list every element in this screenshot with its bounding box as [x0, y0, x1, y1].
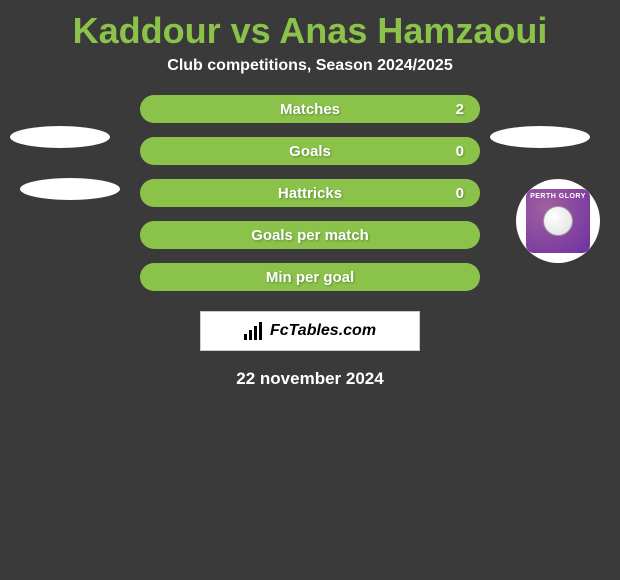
- page-title: Kaddour vs Anas Hamzaoui: [0, 0, 620, 57]
- stat-label: Matches: [280, 101, 340, 118]
- stat-value: 0: [456, 143, 464, 160]
- left-decoration-2: [20, 178, 120, 200]
- fctables-attribution[interactable]: FcTables.com: [200, 311, 420, 351]
- stat-label: Goals: [289, 143, 331, 160]
- stat-row-goals: Goals 0: [140, 137, 480, 165]
- date-text: 22 november 2024: [0, 369, 620, 389]
- stat-value: 0: [456, 185, 464, 202]
- right-decoration: [490, 126, 590, 148]
- soccer-ball-icon: [543, 206, 573, 236]
- subtitle: Club competitions, Season 2024/2025: [0, 57, 620, 95]
- stat-value: 2: [456, 101, 464, 118]
- stat-row-matches: Matches 2: [140, 95, 480, 123]
- fctables-label: FcTables.com: [270, 322, 376, 340]
- stat-label: Min per goal: [266, 269, 354, 286]
- stat-row-min-per-goal: Min per goal: [140, 263, 480, 291]
- bar-chart-icon: [244, 322, 264, 340]
- left-decoration-1: [10, 126, 110, 148]
- stat-label: Goals per match: [251, 227, 369, 244]
- stat-row-goals-per-match: Goals per match: [140, 221, 480, 249]
- stat-row-hattricks: Hattricks 0: [140, 179, 480, 207]
- team-badge: PERTH GLORY: [516, 179, 600, 263]
- badge-team-name: PERTH GLORY: [526, 193, 590, 200]
- stat-label: Hattricks: [278, 185, 342, 202]
- badge-inner: PERTH GLORY: [526, 189, 590, 253]
- stats-container: Matches 2 Goals 0 Hattricks 0 Goals per …: [140, 95, 480, 291]
